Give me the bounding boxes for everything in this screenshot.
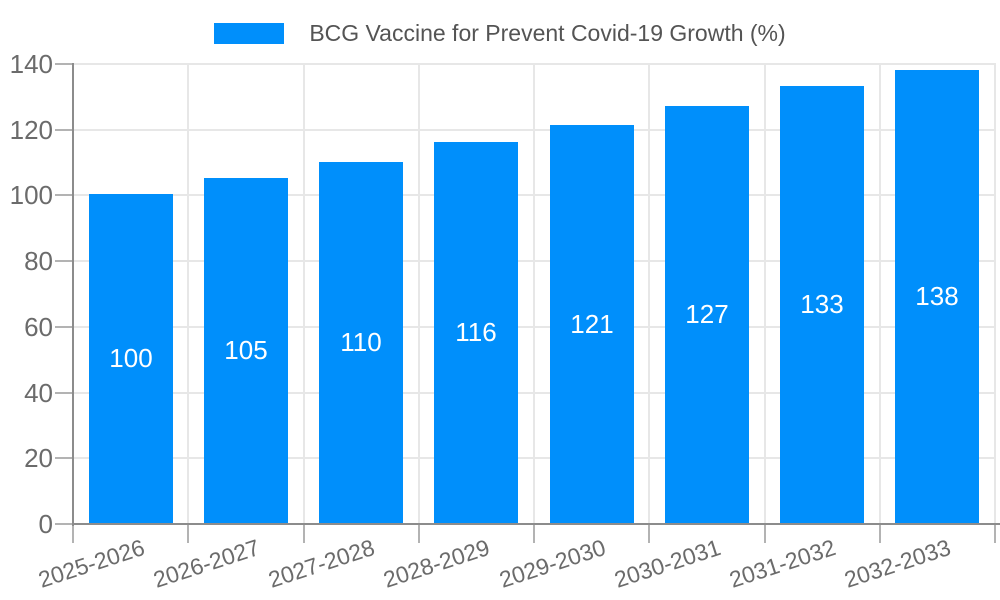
x-axis-tick	[72, 525, 74, 543]
bar-value-label: 121	[570, 308, 614, 339]
bar-value-label: 127	[685, 299, 729, 329]
x-axis-tick	[187, 525, 189, 543]
bar-value-label: 110	[340, 327, 382, 357]
x-axis-tick	[303, 525, 305, 543]
y-axis-tick	[55, 457, 73, 459]
bar[interactable]: 133	[780, 86, 864, 523]
y-axis-tick	[55, 194, 73, 196]
v-gridline	[879, 63, 881, 523]
bar[interactable]: 110	[319, 162, 403, 523]
v-gridline	[994, 63, 996, 523]
bar-value-label: 116	[455, 317, 497, 347]
v-gridline	[187, 63, 189, 523]
v-gridline	[764, 63, 766, 523]
x-axis-tick	[879, 525, 881, 543]
bar-value-label: 105	[224, 335, 268, 365]
y-axis-tick	[55, 392, 73, 394]
x-axis-label: 2026-2027	[150, 534, 263, 593]
x-axis-label: 2032-2033	[841, 534, 954, 593]
y-axis-label: 60	[24, 312, 53, 342]
x-axis-label: 2029-2030	[496, 534, 609, 593]
bar[interactable]: 105	[204, 178, 288, 523]
legend-label: BCG Vaccine for Prevent Covid-19 Growth …	[309, 20, 786, 46]
v-gridline	[418, 63, 420, 523]
y-axis-label: 140	[9, 49, 53, 79]
y-axis-label: 100	[9, 180, 53, 210]
y-axis-tick	[55, 260, 73, 262]
bar-value-label: 138	[915, 281, 959, 311]
y-axis-label: 120	[9, 115, 53, 145]
x-axis-tick	[418, 525, 420, 543]
x-axis-label: 2030-2031	[611, 534, 724, 593]
v-gridline	[533, 63, 535, 523]
y-axis-tick	[55, 63, 73, 65]
y-axis-tick	[55, 129, 73, 131]
y-axis-label: 40	[24, 378, 53, 408]
y-axis-label: 20	[24, 443, 53, 473]
bar[interactable]: 121	[550, 125, 634, 523]
x-axis-tick	[648, 525, 650, 543]
bar[interactable]: 116	[434, 142, 518, 523]
y-axis-tick	[55, 326, 73, 328]
y-axis-tick	[55, 523, 73, 525]
bar[interactable]: 100	[89, 194, 173, 523]
x-axis-tick	[994, 525, 996, 543]
x-axis-label: 2031-2032	[726, 534, 839, 593]
x-axis-label: 2025-2026	[35, 534, 148, 593]
x-axis-tick	[533, 525, 535, 543]
x-axis-line	[72, 523, 1000, 525]
bar-value-label: 133	[800, 289, 844, 319]
bar[interactable]: 138	[895, 70, 979, 523]
x-axis-label: 2028-2029	[380, 534, 493, 593]
y-axis-label: 0	[38, 509, 53, 539]
v-gridline	[303, 63, 305, 523]
bar-value-label: 100	[109, 343, 153, 373]
x-axis-tick	[764, 525, 766, 543]
v-gridline	[648, 63, 650, 523]
bar[interactable]: 127	[665, 106, 749, 523]
y-axis-line	[72, 63, 74, 526]
chart-legend[interactable]: BCG Vaccine for Prevent Covid-19 Growth …	[0, 20, 1000, 47]
y-axis-label: 80	[24, 246, 53, 276]
legend-swatch	[214, 23, 285, 44]
x-axis-label: 2027-2028	[265, 534, 378, 593]
